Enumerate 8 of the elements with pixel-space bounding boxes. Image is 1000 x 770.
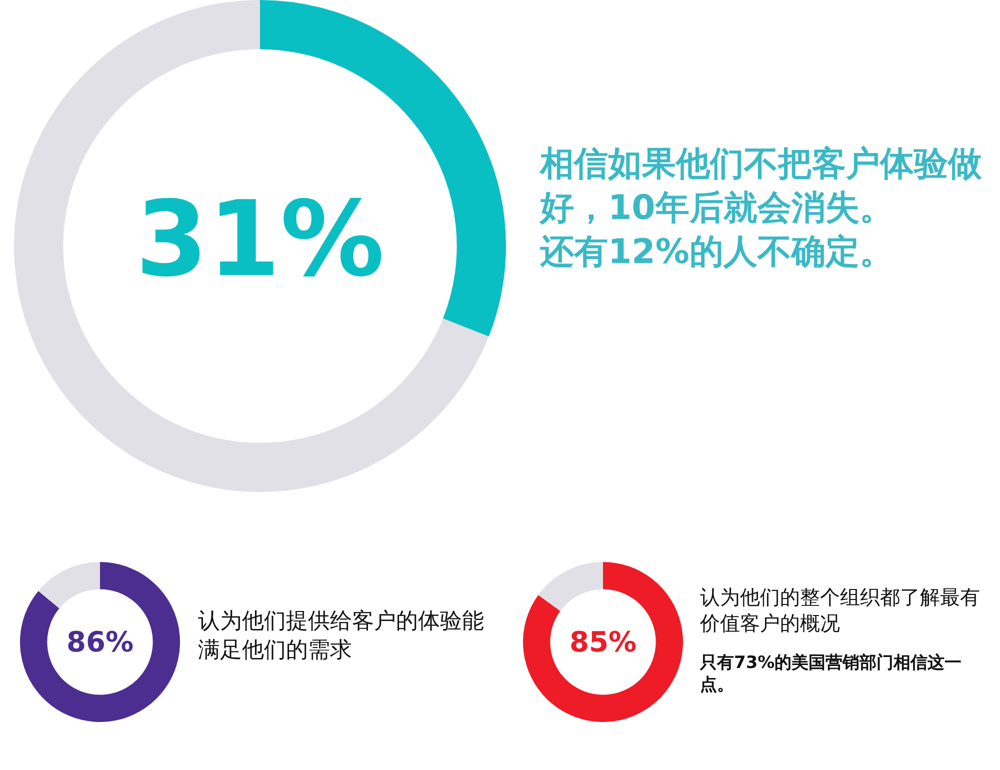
text: 只有73%的美国营销部门相信这一点。 <box>700 652 963 696</box>
text: 认为他们提供给客户的体验能满足他们的需求 <box>198 608 485 665</box>
text: 还有12%的人不确定。 <box>540 231 894 274</box>
text: 相信如果他们不把客户体验做好，10年后就会消失。 <box>540 143 983 230</box>
text: 认为他们的整个组织都了解最有价值客户的概况 <box>700 584 981 636</box>
data-label: 85% <box>569 625 637 658</box>
data-label: 86% <box>66 625 134 658</box>
data-label: 31% <box>136 178 384 300</box>
